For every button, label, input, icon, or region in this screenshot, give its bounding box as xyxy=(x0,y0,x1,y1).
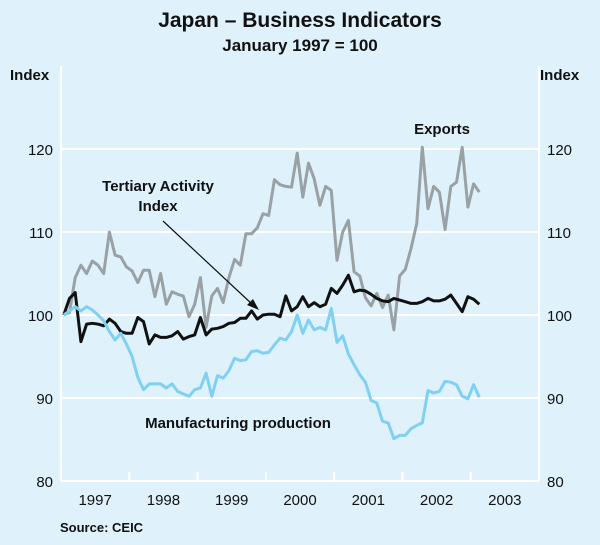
y-tick-label-right: 80 xyxy=(547,474,564,491)
chart-title: Japan – Business Indicators xyxy=(158,9,442,32)
x-tick-label: 2003 xyxy=(488,492,521,509)
x-tick-label: 1999 xyxy=(215,492,248,509)
annotation-arrow xyxy=(162,220,259,310)
source-note: Source: CEIC xyxy=(60,520,144,535)
series-label-tertiary-line2: Index xyxy=(138,198,178,215)
exports-line xyxy=(63,145,481,332)
y-tick-label-left: 120 xyxy=(28,142,53,159)
x-tick-label: 2002 xyxy=(420,492,453,509)
y-axis-label-right: Index xyxy=(540,67,580,84)
series-label-exports: Exports xyxy=(414,121,470,138)
y-tick-label-right: 120 xyxy=(547,142,572,159)
series-label-manufacturing: Manufacturing production xyxy=(145,415,331,432)
y-tick-label-right: 110 xyxy=(547,225,571,242)
y-axis-label-left: Index xyxy=(10,67,50,84)
y-tick-label-right: 90 xyxy=(547,391,564,408)
x-tick-label: 1997 xyxy=(78,492,111,509)
x-tick-label: 1998 xyxy=(147,492,180,509)
x-tick-label: 2000 xyxy=(283,492,316,509)
y-tick-label-left: 110 xyxy=(29,225,53,242)
series-label-tertiary-line1: Tertiary Activity xyxy=(102,178,214,195)
y-tick-label-right: 100 xyxy=(547,308,572,325)
x-tick-label: 2001 xyxy=(352,492,385,509)
y-tick-label-left: 100 xyxy=(28,308,53,325)
chart-subtitle: January 1997 = 100 xyxy=(222,36,377,55)
y-tick-label-left: 90 xyxy=(36,391,53,408)
y-tick-label-left: 80 xyxy=(36,474,53,491)
manufacturing-production-line xyxy=(62,305,481,441)
tertiary-activity-line xyxy=(62,273,481,346)
